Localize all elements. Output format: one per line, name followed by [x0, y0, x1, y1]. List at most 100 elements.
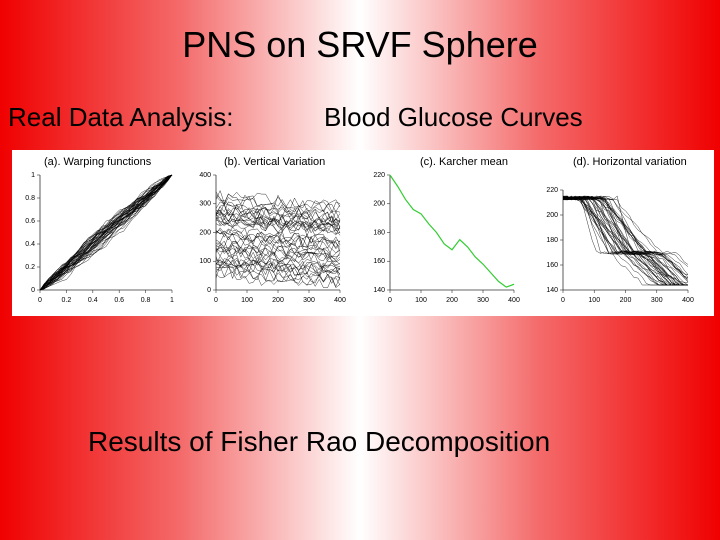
panel-title: (c). Karcher mean — [420, 156, 508, 168]
x-tick-label: 300 — [477, 297, 489, 304]
x-tick-label: 0.4 — [88, 297, 98, 304]
sample-curve — [562, 197, 688, 286]
sample-curve — [562, 195, 688, 286]
slide-title: PNS on SRVF Sphere — [182, 24, 538, 65]
x-tick-label: 400 — [508, 297, 520, 304]
y-tick-label: 220 — [546, 187, 558, 194]
sample-curve — [562, 196, 688, 286]
subtitle-left: Real Data Analysis: — [8, 102, 234, 132]
sample-curve — [562, 195, 688, 286]
sample-curve — [562, 195, 688, 286]
sample-curve — [562, 196, 688, 286]
sample-curve — [215, 265, 341, 286]
sample-curve — [215, 241, 341, 263]
sample-curve — [215, 216, 341, 235]
axis — [389, 175, 514, 291]
sample-curve — [215, 191, 341, 212]
caption: Results of Fisher Rao Decomposition — [88, 426, 551, 457]
x-tick-label: 100 — [241, 297, 253, 304]
y-tick-label: 200 — [373, 201, 385, 208]
y-tick-label: 100 — [199, 258, 211, 265]
sample-curve — [562, 195, 689, 286]
sample-curve — [215, 216, 341, 234]
sample-curve — [39, 174, 173, 291]
sample-curve — [39, 174, 173, 291]
sample-curve — [39, 174, 173, 291]
y-tick-label: 160 — [373, 258, 385, 265]
sample-curve — [562, 196, 688, 286]
sample-curve — [562, 196, 688, 286]
sample-curve — [562, 195, 689, 278]
y-tick-label: 160 — [546, 262, 558, 269]
y-tick-label: 0.8 — [25, 195, 35, 202]
sample-curve — [562, 196, 688, 286]
sample-curve — [215, 226, 341, 249]
sample-curve — [562, 196, 689, 275]
sample-curve — [215, 255, 341, 274]
subtitle-right: Blood Glucose Curves — [324, 102, 583, 132]
sample-curve — [39, 174, 173, 291]
y-tick-label: 200 — [546, 212, 558, 219]
x-tick-label: 200 — [620, 297, 632, 304]
panel-title: (d). Horizontal variation — [573, 156, 687, 168]
sample-curve — [562, 196, 688, 286]
y-tick-label: 0.6 — [25, 218, 35, 225]
figure: (a). Warping functions 0 0.2 0.4 0.6 0.8 1 0 0.2… — [12, 150, 714, 316]
x-tick-label: 0.8 — [141, 297, 151, 304]
y-tick-label: 400 — [199, 172, 211, 179]
x-tick-label: 100 — [415, 297, 427, 304]
x-tick-label: 200 — [446, 297, 458, 304]
sample-curve — [562, 196, 688, 286]
x-tick-label: 300 — [303, 297, 315, 304]
y-tick-label: 140 — [546, 287, 558, 294]
sample-curve — [215, 189, 341, 213]
x-tick-label: 0 — [388, 297, 392, 304]
sample-curve — [215, 212, 341, 229]
mean-curve — [389, 174, 515, 288]
x-tick-label: 0 — [214, 297, 218, 304]
y-tick-label: 0.2 — [25, 264, 35, 271]
x-tick-label: 200 — [272, 297, 284, 304]
panel-title: (a). Warping functions — [44, 156, 152, 168]
sample-curve — [562, 196, 688, 286]
x-tick-label: 0.2 — [62, 297, 72, 304]
y-tick-label: 300 — [199, 201, 211, 208]
sample-curve — [215, 271, 341, 289]
y-tick-label: 140 — [373, 287, 385, 294]
y-tick-label: 220 — [373, 172, 385, 179]
x-tick-label: 1 — [170, 297, 174, 304]
sample-curve — [562, 195, 688, 286]
sample-curve — [39, 174, 173, 291]
x-tick-label: 400 — [682, 297, 694, 304]
sample-curve — [215, 255, 341, 274]
y-tick-label: 0 — [31, 287, 35, 294]
sample-curve — [39, 174, 173, 291]
sample-curve — [39, 174, 173, 291]
sample-curve — [215, 218, 341, 237]
sample-curve — [562, 196, 688, 286]
sample-curve — [215, 236, 341, 258]
y-tick-label: 200 — [199, 229, 211, 236]
sample-curve — [215, 256, 341, 275]
x-tick-label: 0 — [561, 297, 565, 304]
sample-curve — [215, 195, 341, 214]
x-tick-label: 400 — [334, 297, 346, 304]
sample-curve — [39, 174, 173, 291]
sample-curve — [562, 196, 688, 286]
y-tick-label: 1 — [31, 172, 35, 179]
sample-curve — [562, 195, 688, 286]
sample-curve — [215, 247, 341, 267]
sample-curve — [562, 196, 688, 286]
sample-curve — [215, 258, 341, 281]
sample-curve — [215, 191, 341, 214]
panel-title: (b). Vertical Variation — [224, 156, 325, 168]
sample-curve — [562, 196, 689, 276]
y-tick-label: 0.4 — [25, 241, 35, 248]
y-tick-label: 180 — [546, 237, 558, 244]
sample-curve — [215, 254, 341, 276]
sample-curve — [562, 196, 688, 286]
y-tick-label: 0 — [207, 287, 211, 294]
x-tick-label: 300 — [651, 297, 663, 304]
sample-curve — [215, 232, 341, 252]
